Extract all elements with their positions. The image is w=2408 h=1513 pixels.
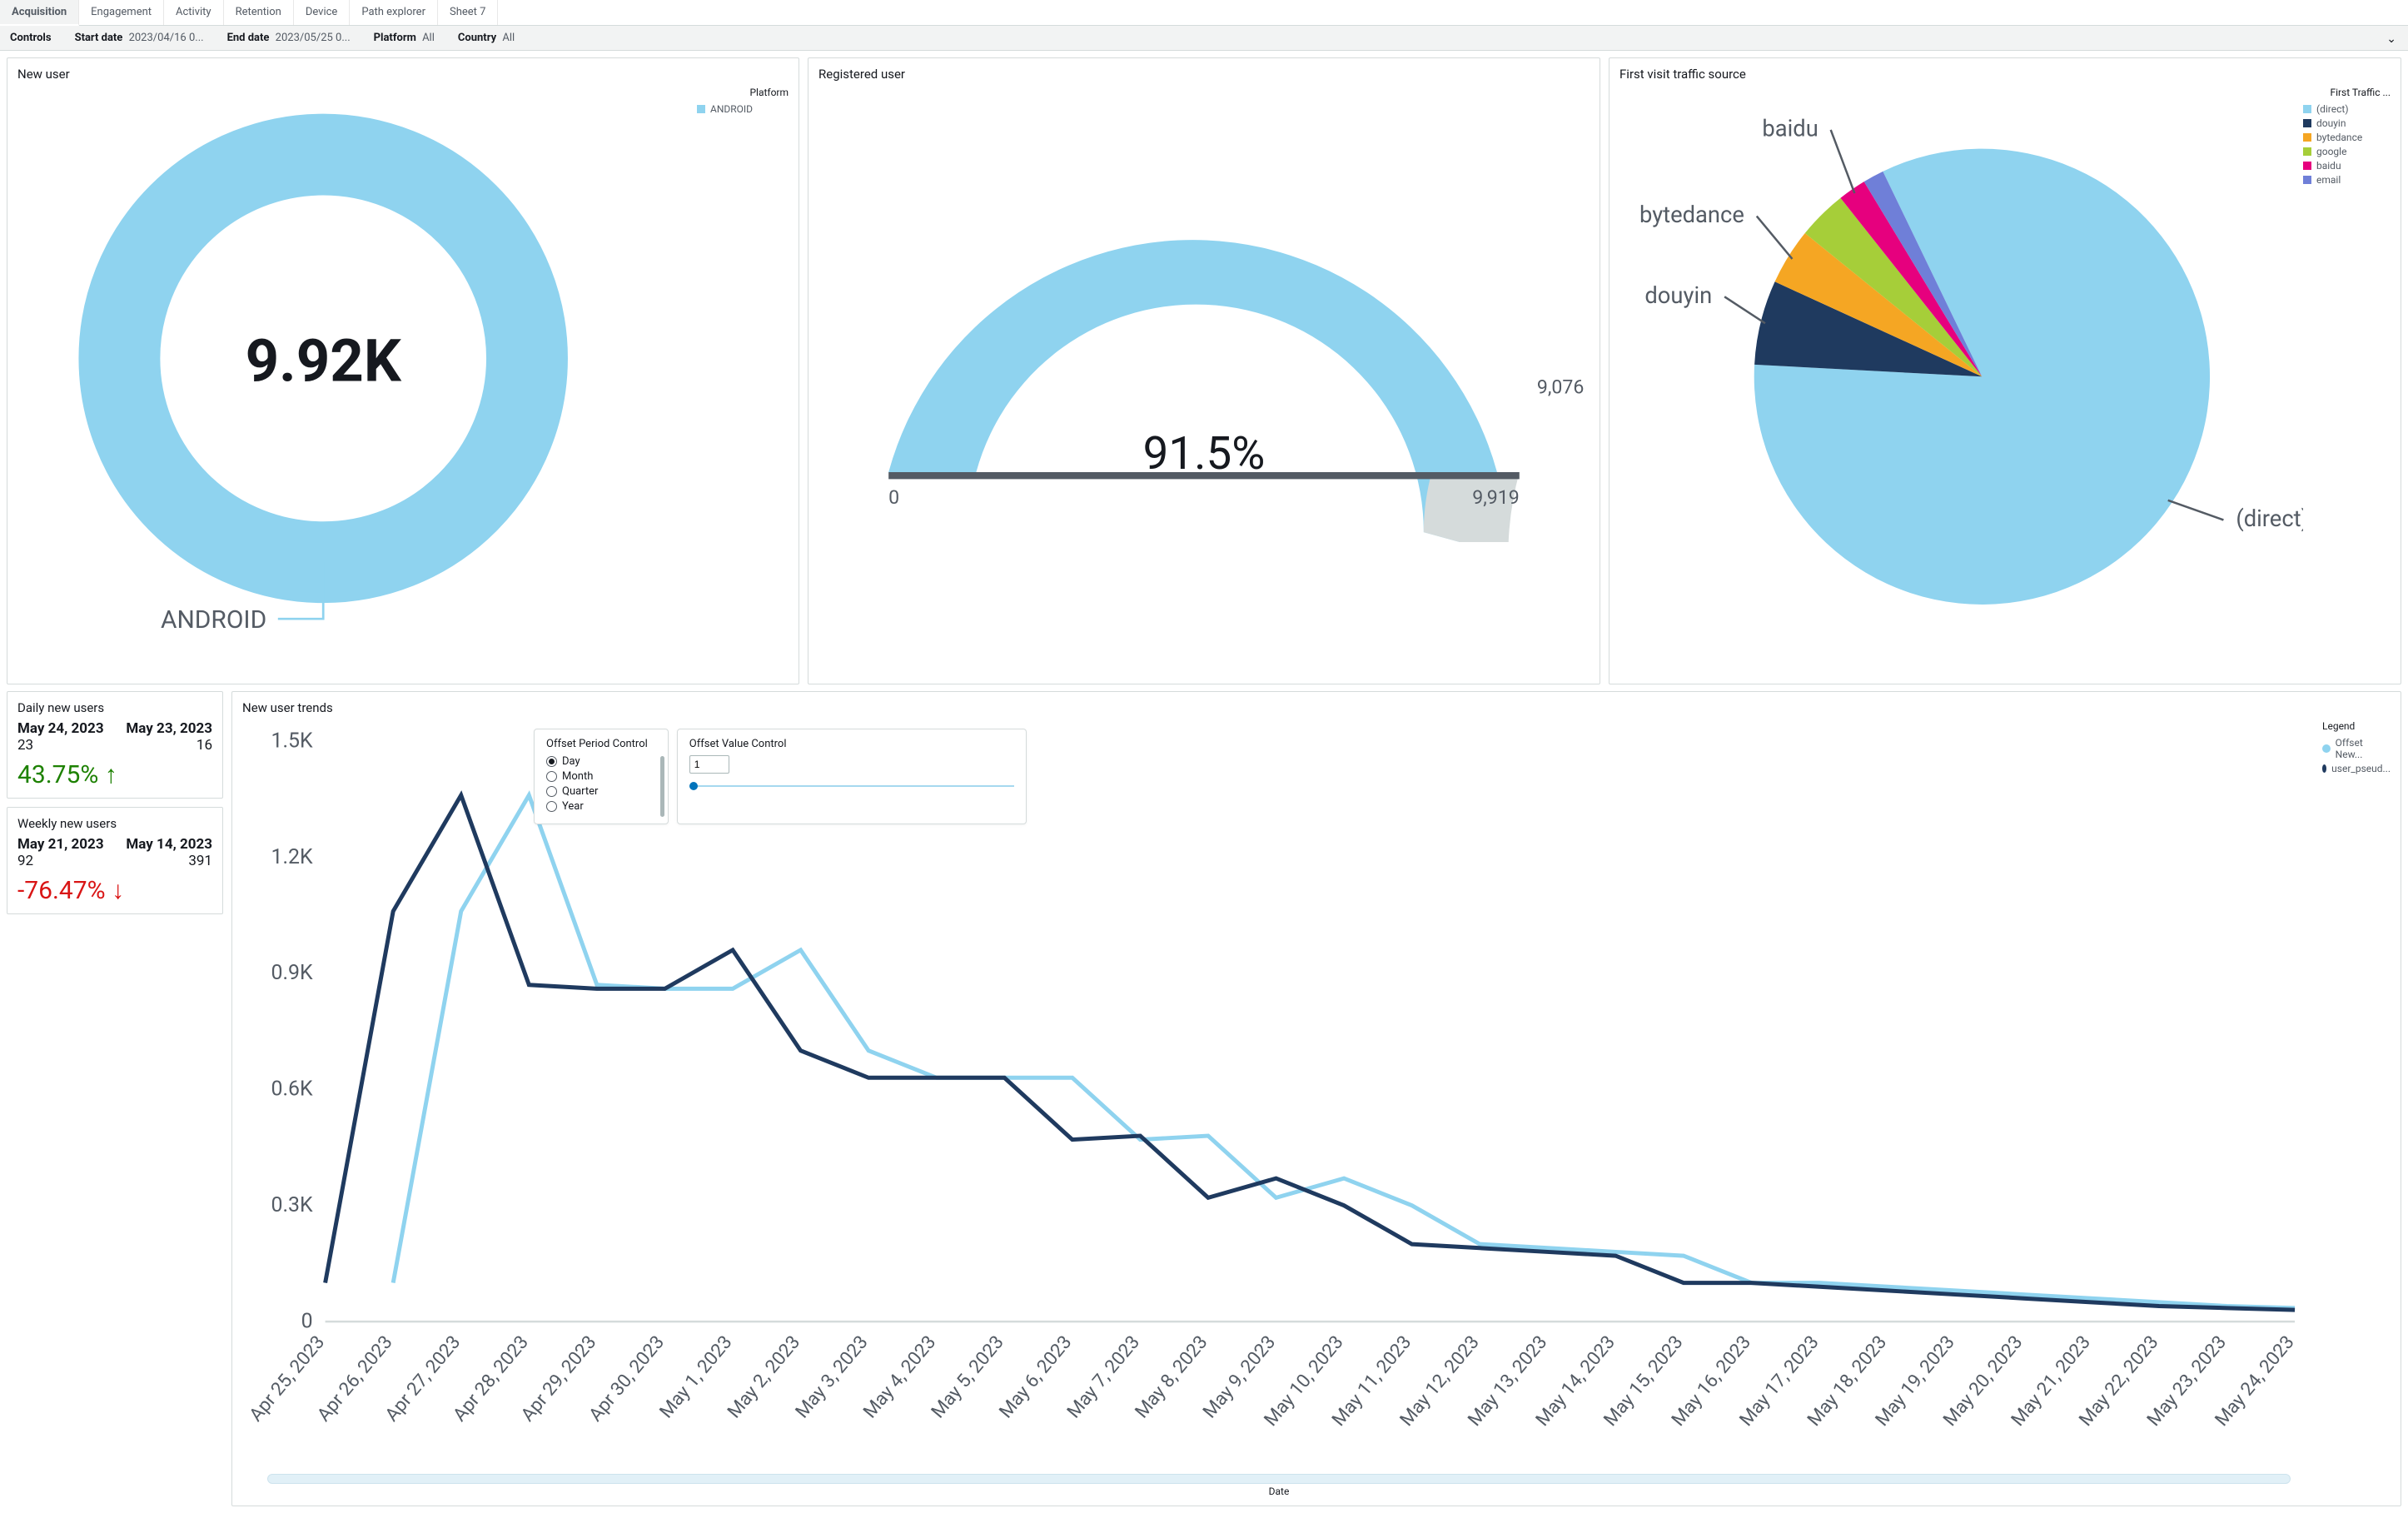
tab-path-explorer[interactable]: Path explorer — [350, 0, 438, 25]
legend-item[interactable]: douyin — [2303, 117, 2391, 129]
panel-title: Registered user — [818, 67, 1590, 82]
offset-period-quarter[interactable]: Quarter — [546, 785, 648, 798]
svg-text:9,076: 9,076 — [1537, 376, 1585, 398]
svg-text:bytedance: bytedance — [1639, 202, 1744, 228]
tab-sheet-7[interactable]: Sheet 7 — [438, 0, 498, 25]
panel-title: First visit traffic source — [1619, 67, 2391, 82]
tabs: AcquisitionEngagementActivityRetentionDe… — [0, 0, 2408, 26]
svg-text:0.9K: 0.9K — [271, 961, 314, 985]
svg-text:0.3K: 0.3K — [271, 1193, 314, 1217]
tab-device[interactable]: Device — [294, 0, 351, 25]
country-control[interactable]: Country All — [458, 32, 515, 44]
svg-text:0: 0 — [888, 486, 899, 509]
svg-text:1.5K: 1.5K — [271, 729, 314, 754]
end-date-control[interactable]: End date 2023/05/25 0... — [227, 32, 351, 44]
offset-period-year[interactable]: Year — [546, 800, 648, 813]
new-user-trends-panel: New user trends Offset Period Control Da… — [231, 691, 2401, 1506]
legend-item[interactable]: baidu — [2303, 160, 2391, 172]
offset-period-month[interactable]: Month — [546, 770, 648, 783]
svg-text:9,919: 9,919 — [1472, 486, 1520, 509]
offset-period-day[interactable]: Day — [546, 755, 648, 768]
legend-item[interactable]: Offset New... — [2322, 737, 2391, 760]
registered-user-panel: Registered user 91.5% 0 9,919 9,076 — [808, 57, 1600, 684]
svg-text:0: 0 — [301, 1310, 313, 1334]
controls-bar: Controls Start date 2023/04/16 0... End … — [0, 26, 2408, 51]
tab-acquisition[interactable]: Acquisition — [0, 0, 79, 26]
offset-period-control: Offset Period Control DayMonthQuarterYea… — [534, 729, 669, 824]
svg-text:1.2K: 1.2K — [271, 845, 314, 869]
tab-retention[interactable]: Retention — [224, 0, 294, 25]
new-user-legend: ANDROID — [697, 103, 789, 115]
platform-control[interactable]: Platform All — [374, 32, 435, 44]
weekly-change-pct: -76.47% ↓ — [17, 876, 212, 905]
new-user-panel: New user 9.92K ANDROID Platform ANDROID — [7, 57, 799, 684]
svg-text:ANDROID: ANDROID — [161, 605, 266, 635]
daily-new-users-panel: Daily new users May 24, 2023 23 May 23, … — [7, 691, 223, 799]
svg-text:douyin: douyin — [1644, 282, 1712, 309]
scroll-indicator[interactable] — [660, 756, 664, 817]
offset-value-input[interactable] — [689, 755, 729, 774]
registered-user-gauge: 91.5% 0 9,919 9,076 — [818, 87, 1590, 542]
svg-text:(direct): (direct) — [2236, 505, 2303, 532]
daily-change-pct: 43.75% ↑ — [17, 760, 212, 789]
panel-title: New user — [17, 67, 789, 82]
traffic-legend: (direct) douyin bytedance google baidu email — [2303, 103, 2391, 186]
legend-item[interactable]: google — [2303, 146, 2391, 157]
new-user-trends-chart: 00.3K0.6K0.9K1.2K1.5K Apr 25, 2023Apr 26… — [242, 720, 2316, 1466]
legend-title: Platform — [697, 87, 789, 98]
offset-value-control: Offset Value Control — [677, 729, 1027, 824]
controls-label: Controls — [10, 32, 52, 44]
tab-activity[interactable]: Activity — [164, 0, 224, 25]
svg-text:9.92K: 9.92K — [246, 327, 402, 396]
svg-text:baidu: baidu — [1762, 115, 1818, 142]
legend-item[interactable]: user_pseud... — [2322, 763, 2391, 774]
new-user-donut-chart: 9.92K ANDROID — [17, 87, 697, 675]
legend-item[interactable]: (direct) — [2303, 103, 2391, 115]
traffic-source-panel: First visit traffic source douyin bytedan… — [1609, 57, 2401, 684]
start-date-control[interactable]: Start date 2023/04/16 0... — [75, 32, 204, 44]
svg-text:91.5%: 91.5% — [1143, 427, 1266, 480]
tab-engagement[interactable]: Engagement — [79, 0, 164, 25]
offset-value-slider[interactable] — [689, 785, 1014, 787]
svg-text:0.6K: 0.6K — [271, 1078, 314, 1102]
collapse-controls-icon[interactable]: ⌄ — [2386, 32, 2396, 46]
legend-title: First Traffic ... — [2303, 87, 2391, 98]
traffic-source-pie-chart: douyin bytedance baidu (direct) — [1619, 87, 2303, 625]
legend-item[interactable]: bytedance — [2303, 132, 2391, 143]
legend-item[interactable]: email — [2303, 174, 2391, 186]
trends-legend: Offset New... user_pseud... — [2322, 737, 2391, 774]
chart-horizontal-scrollbar[interactable] — [267, 1474, 2291, 1484]
weekly-new-users-panel: Weekly new users May 21, 2023 92 May 14,… — [7, 807, 223, 914]
legend-item[interactable]: ANDROID — [697, 103, 789, 115]
